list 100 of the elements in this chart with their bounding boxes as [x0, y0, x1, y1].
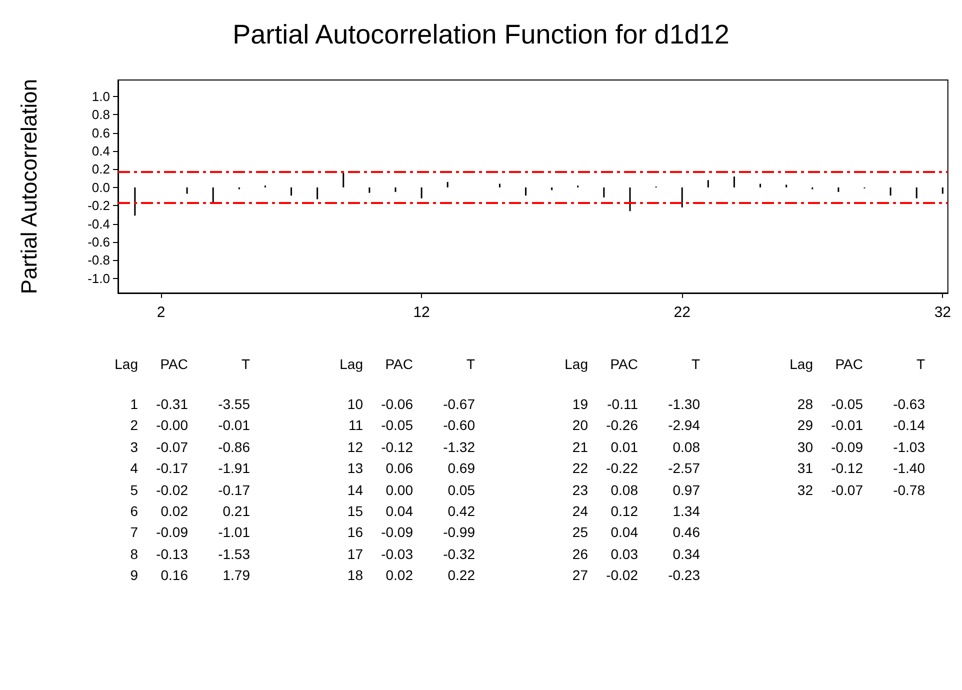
text: 6 [129, 502, 138, 519]
text: PAC [610, 356, 638, 372]
text: 0.08 [610, 482, 638, 498]
text: -3.55 [217, 396, 250, 412]
text: 7 [129, 524, 138, 540]
text: -1.01 [217, 524, 250, 540]
text: 14 [346, 482, 363, 498]
text: 0.04 [384, 502, 413, 519]
y-tick-label: 0.4 [92, 144, 110, 158]
y-tick-label: 1.0 [92, 88, 110, 104]
text: -0.09 [380, 524, 413, 540]
text: 1 [129, 396, 138, 412]
text: 24 [571, 502, 588, 519]
text: -0.32 [442, 546, 475, 562]
text: 10 [346, 396, 363, 412]
text: -0.22 [605, 460, 638, 476]
text: 19 [571, 396, 588, 412]
text: 0.12 [610, 502, 638, 519]
text: -0.05 [830, 396, 863, 412]
text: 0.05 [446, 482, 475, 498]
text: -0.12 [830, 460, 863, 476]
text: 28 [796, 396, 813, 412]
text: -0.02 [155, 482, 188, 498]
text: -0.78 [892, 482, 925, 498]
text: 23 [571, 482, 588, 498]
text: 4 [129, 460, 138, 476]
text: -1.32 [442, 438, 475, 455]
text: -0.86 [217, 438, 250, 455]
text: -0.07 [155, 438, 188, 455]
text: 0.42 [446, 502, 475, 519]
text: 5 [129, 482, 138, 498]
text: -1.40 [892, 460, 925, 476]
text: 12 [346, 438, 363, 455]
text: 26 [571, 546, 588, 562]
text: -0.11 [606, 396, 638, 412]
text: 20 [571, 417, 588, 434]
text: 0.46 [672, 524, 700, 540]
text: -0.09 [155, 524, 188, 540]
text: -0.67 [442, 396, 475, 412]
text: -0.05 [380, 417, 413, 434]
y-tick-label: -1.0 [88, 270, 110, 286]
text: 13 [346, 460, 363, 476]
text: 2 [129, 417, 138, 434]
text: 9 [129, 567, 138, 584]
text: 0.03 [610, 546, 638, 562]
text: 29 [796, 417, 813, 434]
text: 22 [571, 460, 588, 476]
x-tick-label: 32 [934, 304, 951, 321]
y-tick-label: 0.0 [92, 180, 110, 195]
text: PAC [835, 356, 863, 372]
y-tick-label: -0.8 [88, 252, 110, 268]
text: -2.94 [667, 417, 700, 434]
text: -0.17 [155, 460, 188, 476]
text: 8 [129, 546, 138, 562]
y-tick-label: -0.6 [88, 234, 110, 250]
text: T [240, 356, 250, 372]
text: 0.97 [672, 482, 700, 498]
text: T [916, 356, 925, 372]
text: PAC [159, 356, 188, 372]
text: 0.06 [384, 460, 413, 476]
text: -0.12 [380, 438, 413, 455]
text: Lag [114, 356, 138, 372]
text: Lag [340, 356, 363, 372]
text: 1.34 [672, 502, 700, 519]
y-axis-title: Partial Autocorrelation [16, 78, 42, 294]
text: 0.02 [160, 502, 188, 519]
text: -0.23 [667, 567, 700, 584]
text: -0.99 [442, 524, 475, 540]
text: 31 [796, 460, 813, 476]
text: PAC [385, 356, 413, 372]
text: 32 [796, 482, 813, 498]
text: 0.02 [384, 567, 413, 584]
text: -0.00 [155, 417, 188, 434]
text: -0.02 [605, 567, 638, 584]
text: 30 [796, 438, 813, 455]
text: T [466, 356, 475, 372]
text: -0.07 [830, 482, 863, 498]
x-tick-label: 2 [156, 304, 166, 321]
text: Lag [564, 356, 588, 372]
text: 15 [346, 502, 363, 519]
text: 0.22 [446, 567, 475, 584]
text: -1.30 [667, 396, 700, 412]
chart-title: Partial Autocorrelation Function for d1d12 [232, 20, 730, 50]
text: -0.31 [155, 396, 188, 412]
x-tick-label: 22 [674, 304, 690, 321]
text: -0.09 [830, 438, 863, 455]
text: 18 [346, 567, 363, 584]
text: 25 [571, 524, 588, 540]
text: 3 [129, 438, 138, 455]
text: -0.06 [380, 396, 413, 412]
text: -0.63 [892, 396, 925, 412]
text: -0.14 [892, 417, 925, 434]
text: Lag [790, 356, 813, 372]
text: 0.04 [610, 524, 638, 540]
text: -0.01 [217, 417, 250, 434]
text: -0.01 [830, 417, 863, 434]
text: 0.08 [672, 438, 700, 455]
text: 11 [347, 417, 363, 434]
text: -0.13 [155, 546, 188, 562]
text: 0.69 [446, 460, 475, 476]
